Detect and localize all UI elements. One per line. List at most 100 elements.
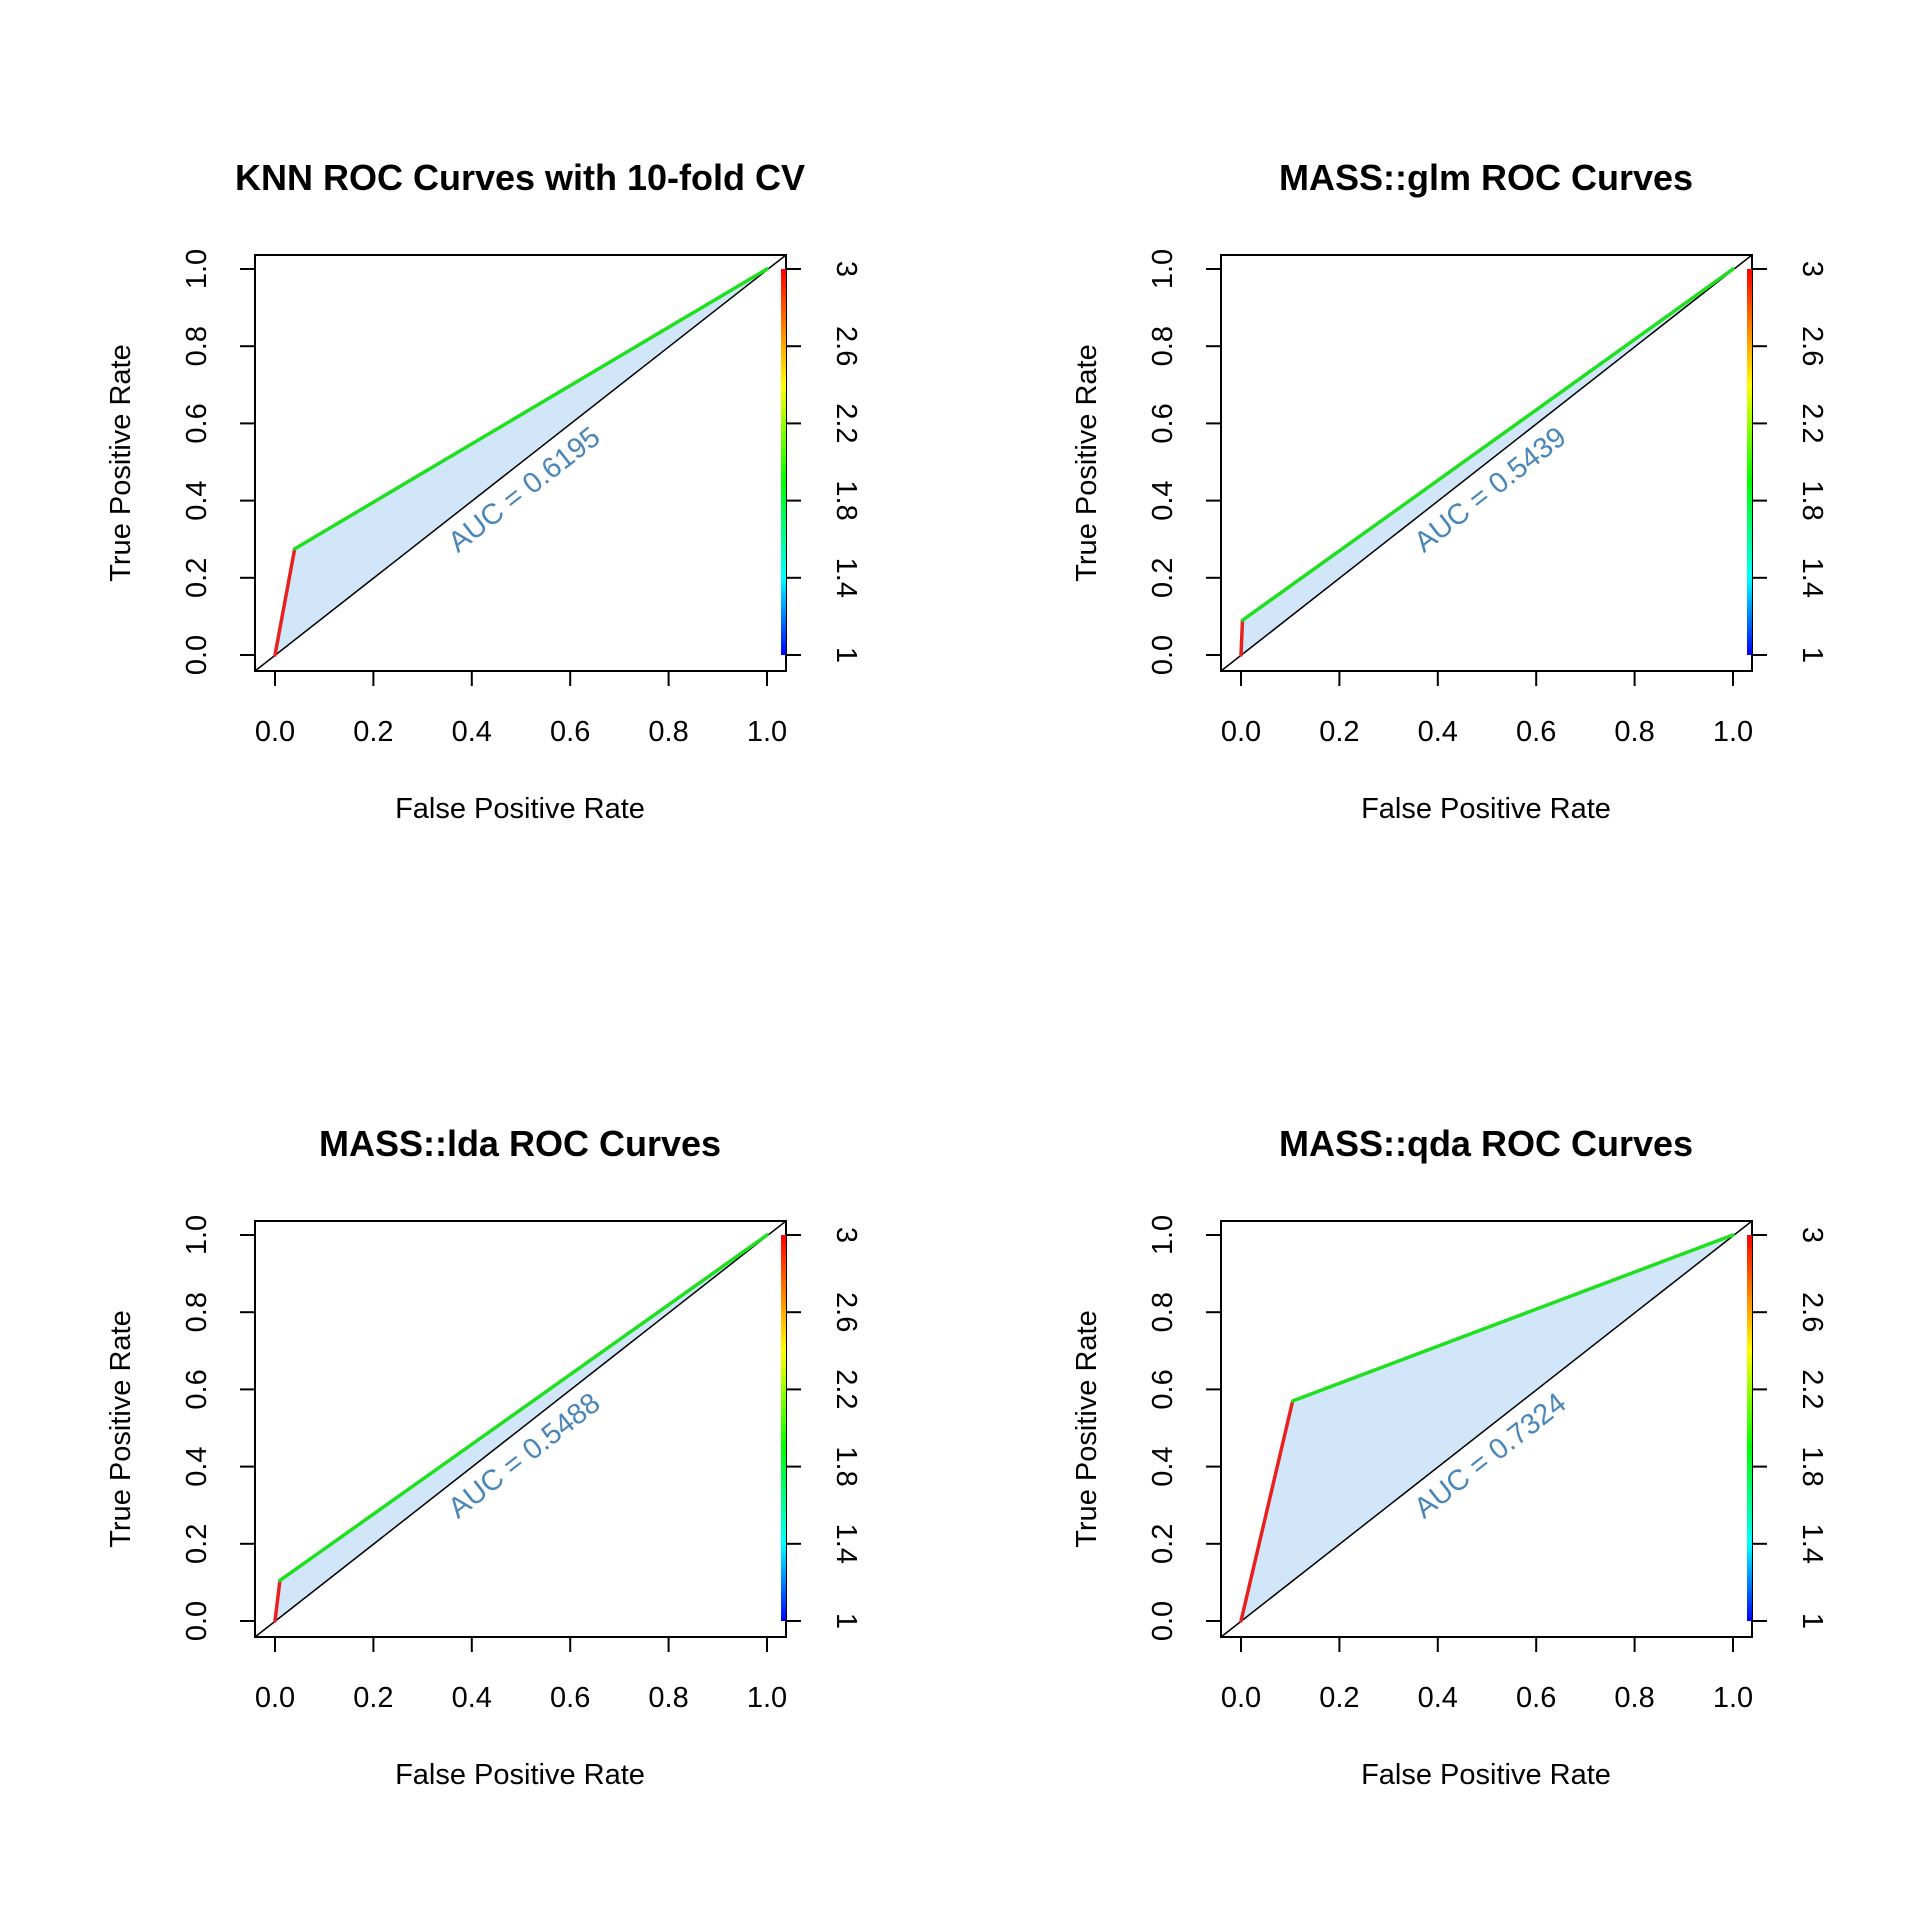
y-tick-label: 1.0: [181, 249, 213, 289]
x-tick-label: 0.2: [1319, 716, 1359, 748]
colorbar-tick-label: 1.8: [1796, 1446, 1828, 1486]
x-axis-label: False Positive Rate: [1361, 1759, 1611, 1791]
y-tick-label: 0.6: [181, 1369, 213, 1409]
colorbar-tick-label: 2.2: [830, 1369, 862, 1409]
colorbar: [1747, 1235, 1752, 1621]
y-tick-label: 0.0: [1147, 635, 1179, 675]
colorbar-tick-label: 1.8: [830, 1446, 862, 1486]
y-tick-label: 1.0: [181, 1215, 213, 1255]
x-tick-label: 0.2: [353, 1682, 393, 1714]
x-tick-label: 1.0: [1713, 716, 1753, 748]
y-tick-label: 0.2: [1147, 558, 1179, 598]
colorbar-tick-label: 1.4: [1796, 558, 1828, 598]
y-axis-label: True Positive Rate: [1071, 344, 1103, 581]
colorbar: [781, 269, 786, 655]
chart-panel-2: 0.0 0.2 0.4 0.6 0.8 1.0 0.0 0.2 0.4 0.6 0.8 1.0 1 1.4…: [1071, 157, 1828, 825]
y-tick-label: 0.6: [1147, 403, 1179, 443]
y-axis-label: True Positive Rate: [1071, 1310, 1103, 1547]
y-tick-label: 0.2: [181, 558, 213, 598]
diagonal-reference-line: [254, 1220, 787, 1638]
y-tick-label: 0.8: [1147, 326, 1179, 366]
x-tick-label: 1.0: [747, 716, 787, 748]
colorbar-tick-label: 1.4: [830, 1524, 862, 1564]
roc-curve-segment: [1239, 618, 1245, 657]
y-tick-label: 0.0: [181, 1601, 213, 1641]
y-tick-label: 1.0: [1147, 1215, 1179, 1255]
x-axis-label: False Positive Rate: [395, 1759, 645, 1791]
roc-curve-segment: [273, 1578, 282, 1623]
x-tick-label: 1.0: [1713, 1682, 1753, 1714]
y-tick-label: 0.6: [1147, 1369, 1179, 1409]
roc-curve-segment: [292, 267, 769, 551]
chart-title: KNN ROC Curves with 10-fold CV: [235, 157, 805, 198]
x-tick-label: 0.2: [353, 716, 393, 748]
x-tick-label: 0.0: [1221, 1682, 1261, 1714]
colorbar-tick-label: 1.4: [1796, 1524, 1828, 1564]
colorbar-tick-label: 1.8: [1796, 480, 1828, 520]
x-tick-label: 0.4: [452, 1682, 492, 1714]
chart-panel-3: 0.0 0.2 0.4 0.6 0.8 1.0 0.0 0.2 0.4 0.6 0.8 1.0 1 1.4…: [105, 1123, 862, 1791]
y-axis-label: True Positive Rate: [105, 344, 137, 581]
y-tick-label: 0.4: [181, 480, 213, 520]
colorbar-tick-label: 1: [1796, 647, 1828, 663]
diagonal-reference-line: [254, 254, 787, 672]
colorbar-tick-label: 3: [830, 1227, 862, 1243]
chart-title: MASS::qda ROC Curves: [1279, 1123, 1693, 1164]
diagonal-reference-line: [1220, 1220, 1753, 1638]
colorbar-tick-label: 2.6: [830, 326, 862, 366]
chart-panel-1: 0.0 0.2 0.4 0.6 0.8 1.0 0.0 0.2 0.4 0.6 0.8 1.0 1 1.4…: [105, 157, 862, 825]
chart-title: MASS::glm ROC Curves: [1279, 157, 1693, 198]
x-tick-label: 0.4: [1418, 716, 1458, 748]
x-tick-label: 0.6: [550, 716, 590, 748]
x-tick-label: 0.2: [1319, 1682, 1359, 1714]
colorbar-tick-label: 3: [830, 261, 862, 277]
y-tick-label: 0.2: [181, 1524, 213, 1564]
y-tick-label: 0.6: [181, 403, 213, 443]
y-tick-label: 0.8: [1147, 1292, 1179, 1332]
colorbar-tick-label: 2.6: [1796, 1292, 1828, 1332]
y-tick-label: 1.0: [1147, 249, 1179, 289]
y-tick-label: 0.2: [1147, 1524, 1179, 1564]
x-tick-label: 0.6: [1516, 1682, 1556, 1714]
colorbar-tick-label: 3: [1796, 1227, 1828, 1243]
x-axis-label: False Positive Rate: [1361, 793, 1611, 825]
x-tick-label: 0.4: [452, 716, 492, 748]
chart-title: MASS::lda ROC Curves: [319, 1123, 721, 1164]
x-tick-label: 1.0: [747, 1682, 787, 1714]
colorbar-tick-label: 1: [830, 1613, 862, 1629]
x-tick-label: 0.8: [1614, 716, 1654, 748]
x-tick-label: 0.8: [648, 716, 688, 748]
roc-curve-segment: [1290, 1233, 1735, 1403]
y-axis-label: True Positive Rate: [105, 1310, 137, 1547]
colorbar-tick-label: 2.6: [830, 1292, 862, 1332]
x-tick-label: 0.6: [550, 1682, 590, 1714]
roc-curve-segment: [278, 1233, 769, 1583]
roc-curve-segment: [1239, 1399, 1295, 1623]
chart-panel-4: 0.0 0.2 0.4 0.6 0.8 1.0 0.0 0.2 0.4 0.6 0.8 1.0 1 1.4…: [1071, 1123, 1828, 1791]
y-tick-label: 0.4: [1147, 480, 1179, 520]
colorbar: [1747, 269, 1752, 655]
x-axis-label: False Positive Rate: [395, 793, 645, 825]
colorbar: [781, 1235, 786, 1621]
y-tick-label: 0.0: [1147, 1601, 1179, 1641]
colorbar-tick-label: 1: [1796, 1613, 1828, 1629]
colorbar-tick-label: 1.4: [830, 558, 862, 598]
colorbar-tick-label: 2.6: [1796, 326, 1828, 366]
roc-curve-segment: [1240, 267, 1735, 623]
roc-curve-segment: [273, 547, 297, 657]
y-tick-label: 0.4: [1147, 1446, 1179, 1486]
x-tick-label: 0.4: [1418, 1682, 1458, 1714]
diagonal-reference-line: [1220, 254, 1753, 672]
y-tick-label: 0.8: [181, 326, 213, 366]
x-tick-label: 0.0: [255, 716, 295, 748]
y-tick-label: 0.0: [181, 635, 213, 675]
y-tick-label: 0.8: [181, 1292, 213, 1332]
colorbar-tick-label: 3: [1796, 261, 1828, 277]
colorbar-tick-label: 2.2: [830, 403, 862, 443]
x-tick-label: 0.0: [1221, 716, 1261, 748]
colorbar-tick-label: 1: [830, 647, 862, 663]
colorbar-tick-label: 1.8: [830, 480, 862, 520]
colorbar-tick-label: 2.2: [1796, 1369, 1828, 1409]
x-tick-label: 0.8: [1614, 1682, 1654, 1714]
